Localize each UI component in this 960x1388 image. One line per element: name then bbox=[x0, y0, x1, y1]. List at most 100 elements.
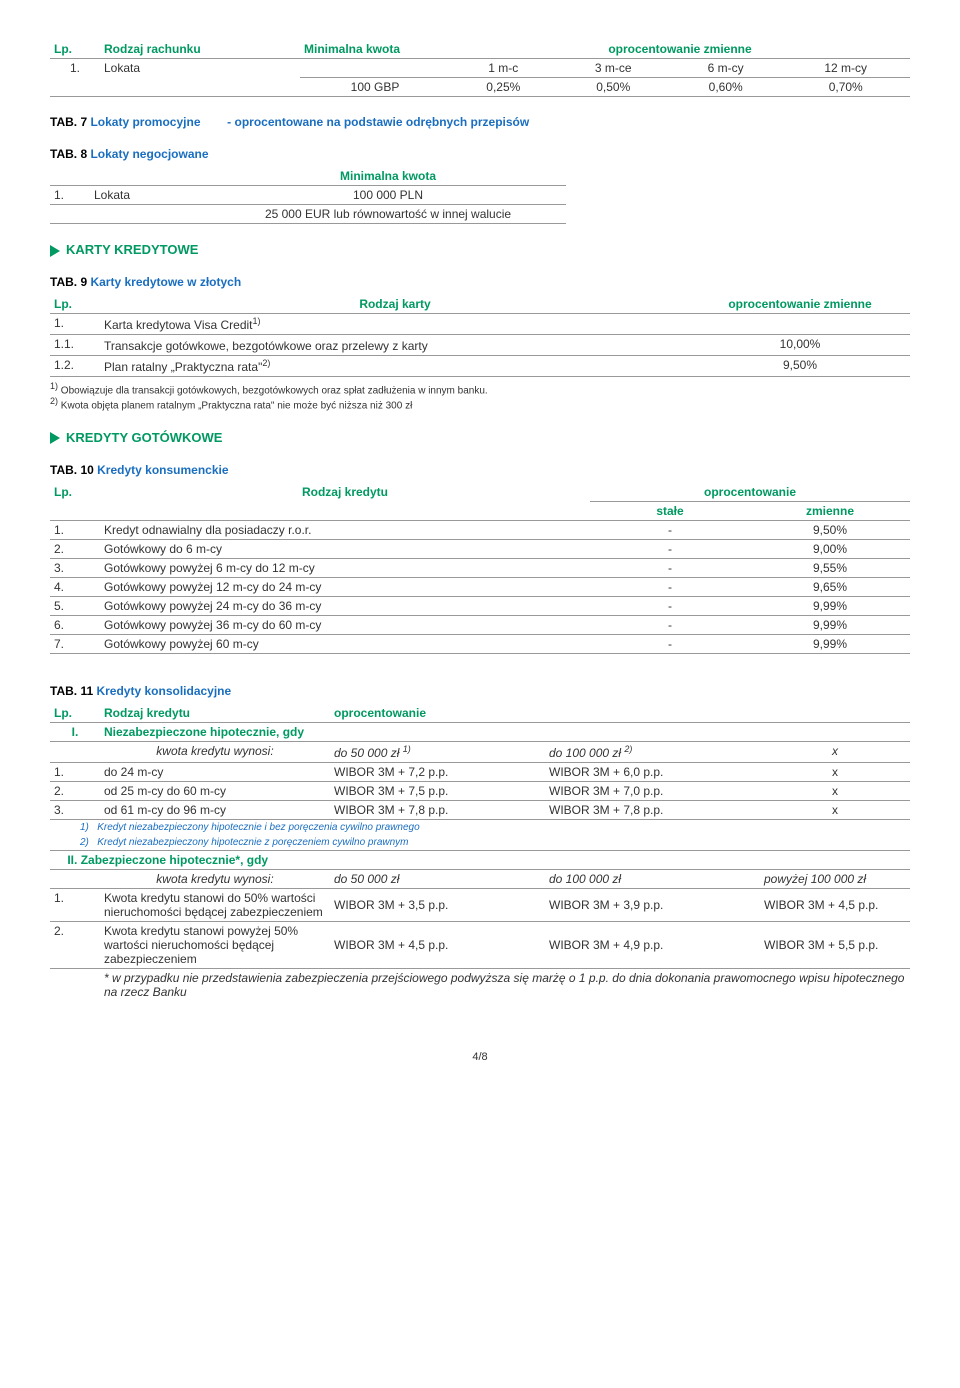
col: Rodzaj kredytu bbox=[100, 704, 330, 723]
cell: 3 m-ce bbox=[557, 59, 670, 78]
cell: Kredyt odnawialny dla posiadaczy r.o.r. bbox=[100, 520, 590, 539]
cell: Lokata bbox=[90, 186, 210, 205]
cell: WIBOR 3M + 7,2 p.p. bbox=[330, 762, 545, 781]
cell: 2. bbox=[50, 921, 100, 968]
cell: do 100 000 zł 2) bbox=[545, 741, 760, 762]
section-karty: KARTY KREDYTOWE bbox=[50, 242, 910, 257]
tab10-title: TAB. 10 Kredyty konsumenckie bbox=[50, 463, 910, 477]
cell: Gotówkowy do 6 m-cy bbox=[100, 539, 590, 558]
cell: 10,00% bbox=[690, 335, 910, 356]
cell: 9,65% bbox=[750, 577, 910, 596]
tab9-title: TAB. 9 Karty kredytowe w złotych bbox=[50, 275, 910, 289]
col: Lp. bbox=[50, 483, 100, 521]
section-title: II. Zabezpieczone hipotecznie*, gdy bbox=[50, 850, 910, 869]
cell: od 61 m-cy do 96 m-cy bbox=[100, 800, 330, 819]
cell: 9,00% bbox=[750, 539, 910, 558]
col-lp: Lp. bbox=[50, 40, 100, 59]
cell: 0,70% bbox=[781, 78, 910, 97]
col: stałe bbox=[590, 501, 750, 520]
cell: 9,99% bbox=[750, 615, 910, 634]
cell: Gotówkowy powyżej 12 m-cy do 24 m-cy bbox=[100, 577, 590, 596]
cell: 1. bbox=[50, 762, 100, 781]
cell: 3. bbox=[50, 800, 100, 819]
cell: - bbox=[590, 634, 750, 653]
page-number: 4/8 bbox=[50, 1051, 910, 1063]
cell: WIBOR 3M + 4,5 p.p. bbox=[760, 888, 910, 921]
cell: WIBOR 3M + 3,5 p.p. bbox=[330, 888, 545, 921]
cell: 5. bbox=[50, 596, 100, 615]
cell: x bbox=[760, 800, 910, 819]
tab11-title: TAB. 11 Kredyty konsolidacyjne bbox=[50, 684, 910, 698]
col-min: Minimalna kwota bbox=[210, 167, 566, 186]
cell: WIBOR 3M + 4,9 p.p. bbox=[545, 921, 760, 968]
cell: 9,55% bbox=[750, 558, 910, 577]
cell: 9,50% bbox=[690, 356, 910, 377]
cell: do 24 m-cy bbox=[100, 762, 330, 781]
cell: od 25 m-cy do 60 m-cy bbox=[100, 781, 330, 800]
cell: powyżej 100 000 zł bbox=[760, 869, 910, 888]
tab9-notes: 1) Obowiązuje dla transakcji gotówkowych… bbox=[50, 381, 910, 412]
section-kredyty: KREDYTY GOTÓWKOWE bbox=[50, 430, 910, 445]
col: zmienne bbox=[750, 501, 910, 520]
cell: 1. bbox=[50, 888, 100, 921]
table-tab10: Lp. Rodzaj kredytu oprocentowanie stałe … bbox=[50, 483, 910, 654]
col-min: Minimalna kwota bbox=[300, 40, 450, 59]
cell: Gotówkowy powyżej 60 m-cy bbox=[100, 634, 590, 653]
section-title: Niezabezpieczone hipotecznie, gdy bbox=[100, 722, 910, 741]
cell: WIBOR 3M + 6,0 p.p. bbox=[545, 762, 760, 781]
tab8-title: TAB. 8 Lokaty negocjowane bbox=[50, 147, 910, 161]
cell: x bbox=[760, 781, 910, 800]
table-lokata: Lp. Rodzaj rachunku Minimalna kwota opro… bbox=[50, 40, 910, 97]
cell: - bbox=[590, 539, 750, 558]
cell: - bbox=[590, 596, 750, 615]
cell: - bbox=[590, 558, 750, 577]
cell: x bbox=[760, 762, 910, 781]
cell bbox=[690, 314, 910, 335]
cell: 9,50% bbox=[750, 520, 910, 539]
cell: 1 m-c bbox=[450, 59, 557, 78]
col-oproc: oprocentowanie zmienne bbox=[450, 40, 910, 59]
col: Lp. bbox=[50, 704, 100, 723]
cell: 7. bbox=[50, 634, 100, 653]
cell: 12 m-cy bbox=[781, 59, 910, 78]
cell: 1. bbox=[50, 314, 100, 335]
note: 1) Kredyt niezabezpieczony hipotecznie i… bbox=[50, 819, 910, 835]
cell: kwota kredytu wynosi: bbox=[100, 741, 330, 762]
section-num: I. bbox=[50, 722, 100, 741]
tab7-title: TAB. 7 Lokaty promocyjne - oprocentowane… bbox=[50, 115, 910, 129]
cell: 9,99% bbox=[750, 596, 910, 615]
cell: Kwota kredytu stanowi powyżej 50% wartoś… bbox=[100, 921, 330, 968]
cell: 100 GBP bbox=[300, 78, 450, 97]
cell: do 50 000 zł bbox=[330, 869, 545, 888]
col: oprocentowanie bbox=[590, 483, 910, 502]
col-rodzaj: Rodzaj rachunku bbox=[100, 40, 300, 59]
table-tab11: Lp. Rodzaj kredytu oprocentowanie I. Nie… bbox=[50, 704, 910, 1001]
cell: 1. bbox=[50, 59, 100, 97]
cell: 1.1. bbox=[50, 335, 100, 356]
table-tab9: Lp. Rodzaj karty oprocentowanie zmienne … bbox=[50, 295, 910, 377]
cell: 6. bbox=[50, 615, 100, 634]
cell: 1.2. bbox=[50, 356, 100, 377]
cell: 100 000 PLN bbox=[210, 186, 566, 205]
cell: WIBOR 3M + 7,0 p.p. bbox=[545, 781, 760, 800]
cell: x bbox=[760, 741, 910, 762]
cell: 0,25% bbox=[450, 78, 557, 97]
cell: do 100 000 zł bbox=[545, 869, 760, 888]
table-tab8: Minimalna kwota 1. Lokata 100 000 PLN 25… bbox=[50, 167, 566, 224]
cell: Kwota kredytu stanowi do 50% wartości ni… bbox=[100, 888, 330, 921]
cell: 6 m-cy bbox=[670, 59, 782, 78]
cell: 2. bbox=[50, 781, 100, 800]
col: Rodzaj kredytu bbox=[100, 483, 590, 521]
cell: Karta kredytowa Visa Credit1) bbox=[100, 314, 690, 335]
cell: Transakcje gotówkowe, bezgotówkowe oraz … bbox=[100, 335, 690, 356]
footnote: * w przypadku nie przedstawienia zabezpi… bbox=[100, 968, 910, 1001]
cell: Gotówkowy powyżej 6 m-cy do 12 m-cy bbox=[100, 558, 590, 577]
cell: 4. bbox=[50, 577, 100, 596]
cell: WIBOR 3M + 3,9 p.p. bbox=[545, 888, 760, 921]
cell: Gotówkowy powyżej 24 m-cy do 36 m-cy bbox=[100, 596, 590, 615]
cell: WIBOR 3M + 5,5 p.p. bbox=[760, 921, 910, 968]
cell: 9,99% bbox=[750, 634, 910, 653]
cell: - bbox=[590, 577, 750, 596]
cell: 1. bbox=[50, 186, 90, 205]
col: oprocentowanie bbox=[330, 704, 910, 723]
